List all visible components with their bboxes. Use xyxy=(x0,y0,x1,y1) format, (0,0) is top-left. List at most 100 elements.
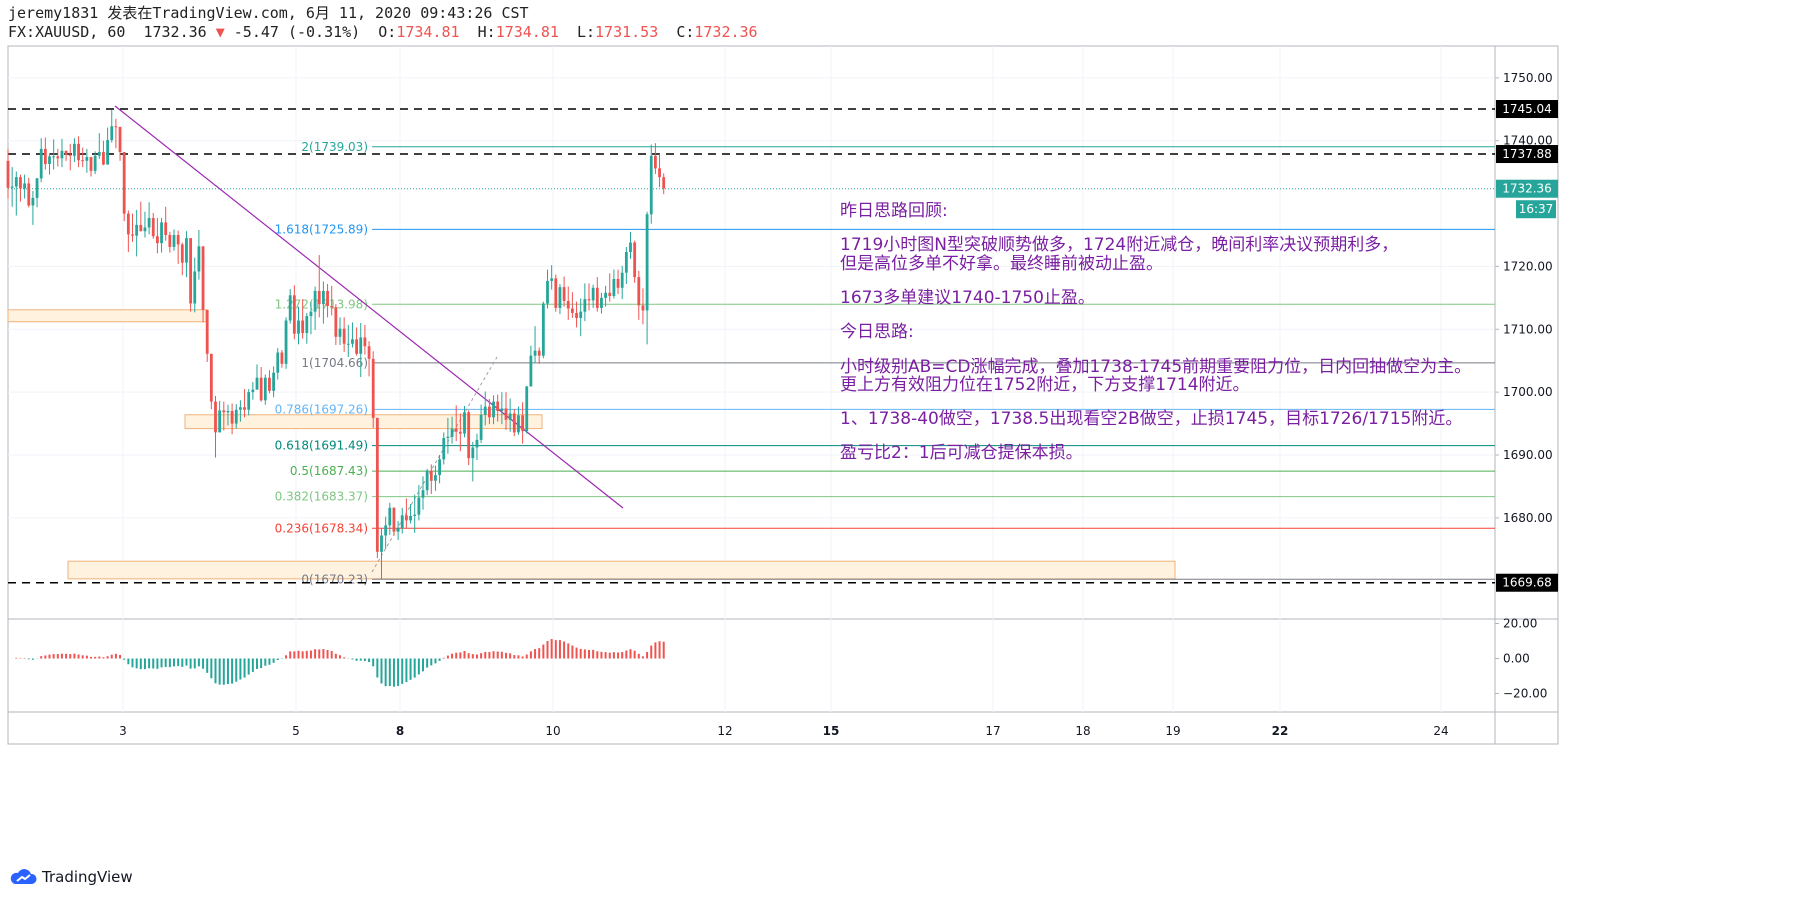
candle-body xyxy=(375,417,379,552)
candle-body xyxy=(471,447,475,459)
candle-body xyxy=(139,224,143,232)
candle xyxy=(595,277,599,312)
candle xyxy=(488,399,491,425)
candle xyxy=(546,269,549,309)
candle xyxy=(230,403,234,435)
candle-body xyxy=(160,222,163,244)
candle-body xyxy=(305,316,309,334)
time-tick-label: 15 xyxy=(823,724,840,738)
price-tag xyxy=(1496,573,1558,592)
support-zone xyxy=(67,560,1176,580)
ohlc-legend: FX:XAUUSD, 60 1732.36 ▼ -5.47 (-0.31%) O… xyxy=(8,23,758,42)
candle-body xyxy=(616,278,620,288)
candle xyxy=(608,273,612,302)
candle-body xyxy=(14,177,18,187)
candle xyxy=(305,312,309,344)
candle-body xyxy=(367,346,371,359)
time-tick-label: 24 xyxy=(1433,724,1448,738)
candle xyxy=(205,309,209,362)
candle-body xyxy=(450,428,454,437)
candle xyxy=(106,127,109,165)
candle xyxy=(571,292,574,318)
candle-body xyxy=(73,143,76,156)
candle xyxy=(579,298,583,337)
candle-body xyxy=(405,515,408,521)
candle xyxy=(612,269,616,299)
candle xyxy=(454,405,458,442)
candle xyxy=(363,324,367,355)
candle-body xyxy=(604,292,607,298)
candle xyxy=(654,143,657,175)
candle xyxy=(77,136,80,168)
candle xyxy=(39,138,43,183)
candle xyxy=(620,265,624,300)
candle-body xyxy=(417,497,421,515)
candle-body xyxy=(118,126,122,153)
candle xyxy=(292,285,296,340)
time-tick-label: 8 xyxy=(396,724,404,738)
candle-body xyxy=(292,295,296,334)
candle-body xyxy=(27,183,31,206)
close-label: C: xyxy=(676,23,695,41)
time-tick-label: 10 xyxy=(545,724,560,738)
candle xyxy=(68,143,72,171)
candle-body xyxy=(392,507,396,532)
candle-body xyxy=(180,244,184,263)
candle xyxy=(160,218,163,253)
symbol-label[interactable]: FX:XAUUSD, 60 xyxy=(8,23,126,41)
candle-body xyxy=(276,352,280,373)
candle xyxy=(317,255,321,318)
candle xyxy=(164,206,168,241)
price-tag-label: 1732.36 xyxy=(1502,182,1552,196)
candle-body xyxy=(143,227,147,232)
candle xyxy=(438,455,441,484)
tradingview-footer[interactable]: TradingView xyxy=(8,868,133,886)
candle xyxy=(180,242,184,276)
candle xyxy=(97,133,101,159)
candle xyxy=(27,177,31,208)
candle xyxy=(118,126,122,161)
candle xyxy=(35,177,39,208)
candle-body xyxy=(93,155,97,171)
candle-body xyxy=(259,377,263,401)
candle xyxy=(263,374,267,405)
candle xyxy=(550,265,554,290)
candle-body xyxy=(496,401,500,411)
candle xyxy=(392,507,396,536)
candle xyxy=(288,289,292,324)
candle xyxy=(185,231,188,278)
candle-body xyxy=(201,246,205,310)
candle xyxy=(122,152,126,222)
abcd-leg xyxy=(371,356,498,573)
candle-body xyxy=(234,409,238,424)
candle xyxy=(483,391,487,426)
candle-body xyxy=(23,183,26,189)
candle-body xyxy=(612,278,616,296)
candle-body xyxy=(131,234,134,236)
candle xyxy=(396,521,400,540)
candle-body xyxy=(583,299,587,312)
candle-body xyxy=(475,439,479,448)
candle xyxy=(313,286,317,330)
candle-body xyxy=(19,177,22,189)
candle xyxy=(529,345,533,387)
candle xyxy=(330,285,334,316)
candle-body xyxy=(288,295,292,321)
candle xyxy=(126,210,130,252)
price-tick-label: 1720.00 xyxy=(1503,259,1553,273)
candle-body xyxy=(488,406,491,418)
candle-body xyxy=(388,507,392,526)
candle-body xyxy=(52,156,56,158)
candle-body xyxy=(537,350,541,356)
publish-line: jeremy1831 发表在TradingView.com, 6月 11, 20… xyxy=(8,4,529,22)
candle-body xyxy=(554,278,558,308)
candle xyxy=(641,288,645,325)
candle xyxy=(268,370,271,394)
candle-body xyxy=(608,292,612,296)
candle-body xyxy=(309,311,313,317)
candle-body xyxy=(147,218,151,228)
candle-body xyxy=(591,287,595,301)
candle-body xyxy=(338,328,342,337)
candle-body xyxy=(334,307,338,337)
